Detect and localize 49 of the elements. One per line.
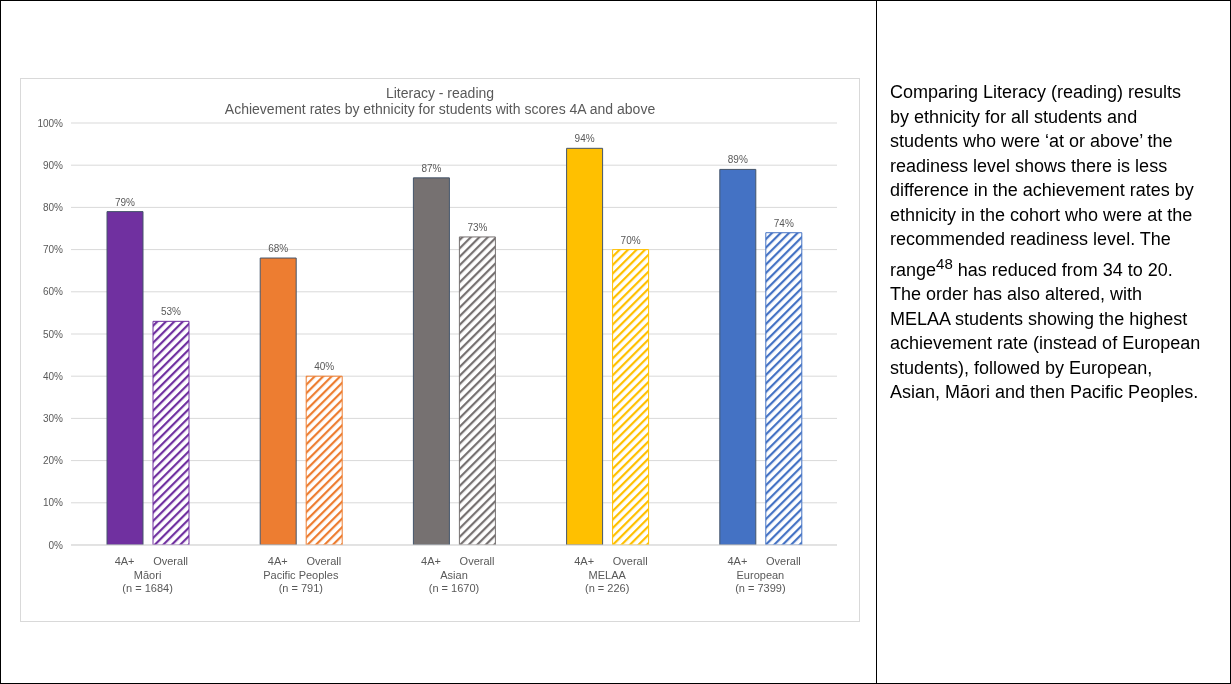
data-label: 73% xyxy=(467,221,488,233)
text: Overall xyxy=(306,555,342,567)
series-label: Overall xyxy=(153,555,189,567)
y-tick-label: 30% xyxy=(42,412,64,424)
x-tick-label: European (n = 7399) xyxy=(735,569,786,594)
y-tick-label: 80% xyxy=(42,201,64,213)
text: Comparing Literacy (reading) results by ethnicity for all students and students who were ‘at or above’ the readiness level shows there is less difference in the achievement rates by ethnicity in the cohort who were at the recommended readiness level. The range$^{48}$ has reduced from 34 to 20. The order has also altered, with MELAA students showing the highest achievement rate (instead of European students), followed by European, Asian, Māori and then Pacific Peoples. xyxy=(890,82,1201,402)
bar xyxy=(106,211,144,545)
data-label: 74% xyxy=(773,217,794,229)
text: Overall xyxy=(612,555,648,567)
data-label: 53% xyxy=(160,306,182,318)
x-tick-label: MELAA (n = 226) xyxy=(585,569,630,594)
y-tick-label: 100% xyxy=(37,117,64,129)
y-tick-label: 90% xyxy=(42,159,64,171)
data-label: 40% xyxy=(314,361,335,373)
data-label: 68% xyxy=(268,243,289,255)
text: 4A+ xyxy=(574,555,595,567)
chart-title: Literacy - reading xyxy=(384,85,496,101)
x-tick-label: Pacific Peoples (n = 791) xyxy=(263,569,339,594)
bar xyxy=(259,257,297,545)
series-label: 4A+ xyxy=(114,555,135,567)
data-label: 70% xyxy=(620,234,641,246)
bar xyxy=(152,320,190,545)
text: 4A+ xyxy=(421,555,441,567)
data-label: 87% xyxy=(421,162,442,174)
y-tick-label: 40% xyxy=(42,370,64,382)
text: 4A+ xyxy=(727,555,748,567)
y-tick-label: 20% xyxy=(42,455,64,467)
bar xyxy=(412,177,450,545)
data-label: 94% xyxy=(574,133,595,145)
chart-subtitle: Achievement rates by ethnicity for students with scores 4A and above xyxy=(223,101,657,117)
x-tick-label: Asian (n = 1670) xyxy=(428,569,480,594)
text: Overall xyxy=(459,555,495,567)
y-tick-label: 60% xyxy=(42,286,64,298)
bar xyxy=(305,375,343,545)
bar xyxy=(765,232,803,545)
bar xyxy=(458,236,496,545)
bar xyxy=(566,147,604,545)
data-label: 79% xyxy=(114,196,136,208)
bar xyxy=(719,168,757,545)
text: Overall xyxy=(765,555,801,567)
y-tick-label: 10% xyxy=(42,497,64,509)
y-tick-label: 50% xyxy=(42,328,64,340)
text: 4A+ xyxy=(267,555,288,567)
bar xyxy=(612,249,650,545)
x-tick-label: Māori (n = 1684) xyxy=(122,569,173,594)
y-tick-label: 70% xyxy=(42,244,64,256)
y-tick-label: 0% xyxy=(48,539,64,551)
data-label: 89% xyxy=(727,154,748,166)
